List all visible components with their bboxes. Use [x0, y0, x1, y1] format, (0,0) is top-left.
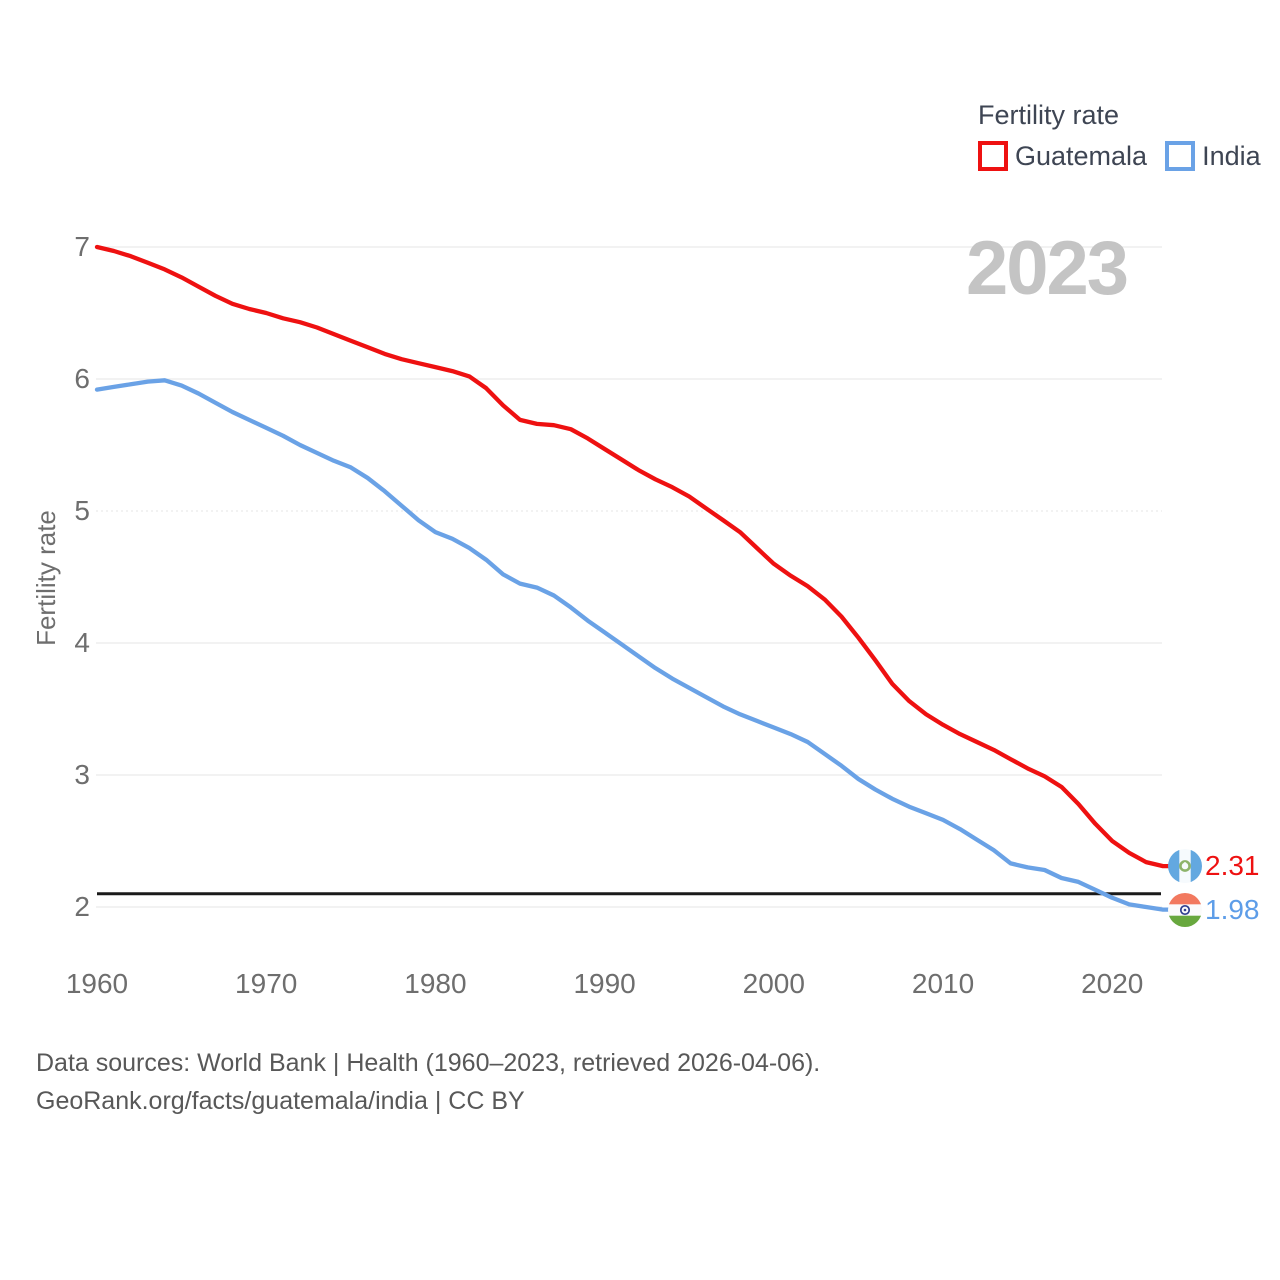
y-tick-3: 3 — [74, 759, 90, 790]
gridlines — [96, 246, 1162, 908]
y-tick-4: 4 — [74, 627, 90, 658]
series-lines — [94, 244, 1174, 912]
x-tick-2020: 2020 — [1081, 968, 1144, 999]
legend-label-guatemala[interactable]: Guatemala — [1015, 141, 1148, 171]
legend-swatch-india[interactable] — [1165, 141, 1196, 171]
y-tick-7: 7 — [74, 231, 90, 262]
india-flag-icon — [1168, 893, 1202, 927]
year-watermark: 2023 — [966, 226, 1129, 311]
legend-swatch-guatemala[interactable] — [978, 141, 1008, 171]
footer: Data sources: World Bank | Health (1960–… — [36, 1044, 820, 1120]
footer-data-sources: Data sources: World Bank | Health (1960–… — [36, 1049, 821, 1077]
guatemala-flag-icon — [1168, 849, 1202, 883]
legend-title: Fertility rate — [978, 100, 1120, 130]
series-line-guatemala[interactable] — [94, 244, 1174, 869]
y-tick-6: 6 — [74, 363, 90, 394]
x-tick-2000: 2000 — [742, 968, 805, 999]
legend-label-india[interactable]: India — [1202, 141, 1261, 171]
x-tick-2010: 2010 — [911, 968, 975, 999]
end-value-guatemala: 2.31 — [1205, 850, 1260, 881]
x-tick-1980: 1980 — [404, 968, 467, 999]
legend: Fertility rate Guatemala India — [978, 98, 1261, 171]
y-tick-5: 5 — [74, 495, 90, 526]
footer-attribution: GeoRank.org/facts/guatemala/india | CC B… — [36, 1087, 525, 1115]
x-tick-1970: 1970 — [235, 968, 298, 999]
x-tick-1960: 1960 — [65, 968, 129, 999]
y-tick-2: 2 — [74, 891, 90, 922]
legend-row: Guatemala India — [978, 141, 1261, 171]
end-value-india: 1.98 — [1205, 894, 1260, 925]
series-line-india[interactable] — [94, 378, 1174, 912]
x-tick-1990: 1990 — [573, 968, 636, 999]
